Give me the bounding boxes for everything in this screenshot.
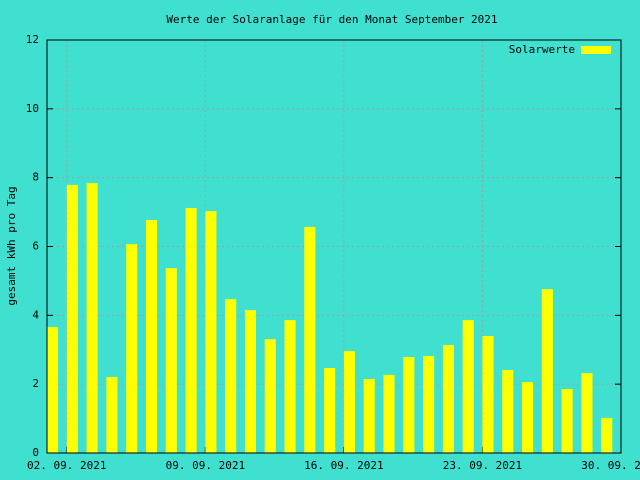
bar (86, 183, 98, 453)
bar (324, 367, 336, 453)
bar (244, 310, 257, 453)
bar (502, 370, 514, 453)
bar (403, 356, 415, 453)
bar (304, 226, 316, 453)
bar (47, 327, 59, 453)
bar (363, 379, 375, 453)
bar (462, 320, 474, 453)
x-tick-label: 16. 09. 2021 (304, 459, 383, 472)
bar (145, 219, 158, 453)
x-tick-label: 23. 09. 2021 (443, 459, 522, 472)
bar (106, 376, 118, 453)
legend-swatch (581, 46, 611, 54)
bar (423, 355, 435, 453)
bar (343, 351, 355, 453)
bar (541, 289, 553, 453)
plot-frame (46, 39, 622, 454)
bar (383, 374, 395, 453)
x-tick-label: 02. 09. 2021 (27, 459, 106, 472)
y-tick-label: 8 (32, 171, 39, 184)
bar (522, 382, 534, 453)
y-tick-label: 4 (32, 308, 39, 321)
bar (264, 339, 276, 453)
bar (126, 244, 138, 453)
y-tick-label: 2 (32, 377, 39, 390)
x-tick-label: 30. 09. 2021 (581, 459, 640, 472)
bar (284, 320, 296, 453)
legend-label: Solarwerte (509, 43, 575, 56)
x-tick-label: 09. 09. 2021 (166, 459, 245, 472)
bar (225, 299, 237, 453)
y-tick-label: 10 (26, 102, 39, 115)
chart-title: Werte der Solaranlage für den Monat Sept… (166, 13, 497, 26)
y-axis-label: gesamt kWh pro Tag (5, 186, 18, 305)
bar (66, 184, 78, 453)
bar (185, 207, 197, 453)
bar (581, 373, 593, 453)
y-tick-label: 0 (32, 446, 39, 459)
y-tick-label: 6 (32, 240, 39, 253)
bar (482, 335, 494, 453)
bar (442, 344, 454, 453)
y-tick-label: 12 (26, 33, 39, 46)
bar (205, 211, 217, 453)
bar (561, 388, 573, 453)
bar (165, 268, 177, 453)
bar (601, 417, 613, 453)
